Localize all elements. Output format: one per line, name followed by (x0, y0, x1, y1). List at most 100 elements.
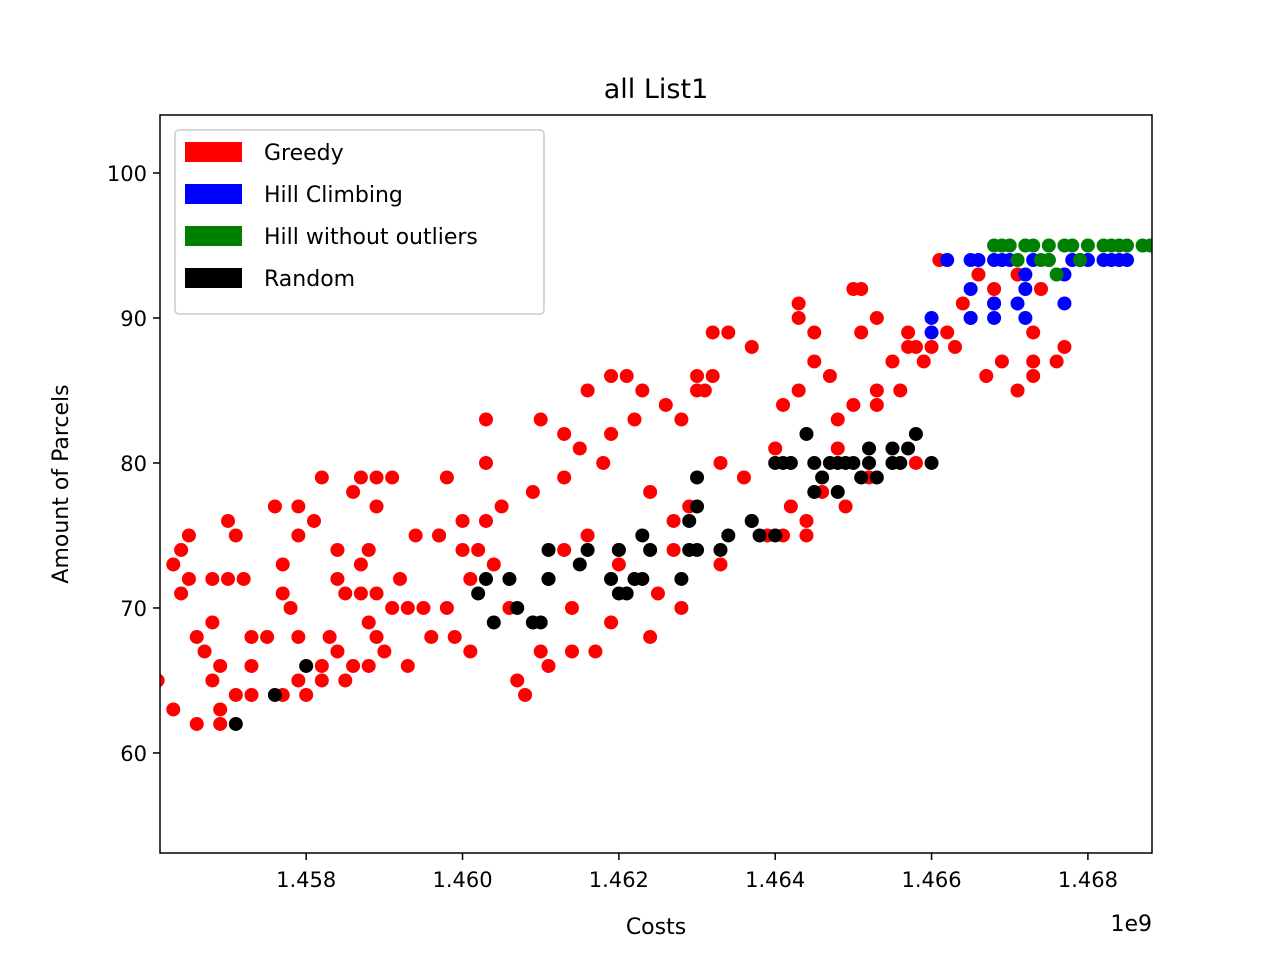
scatter-point (1119, 252, 1134, 267)
scatter-point (908, 455, 923, 470)
scatter-point (213, 716, 228, 731)
scatter-point (1026, 368, 1041, 383)
scatter-point (486, 615, 501, 630)
scatter-point (752, 528, 767, 543)
scatter-point (510, 673, 525, 688)
scatter-point (330, 644, 345, 659)
scatter-point (557, 470, 572, 485)
scatter-point (807, 354, 822, 369)
scatter-point (299, 658, 314, 673)
scatter-point (369, 470, 384, 485)
scatter-point (541, 571, 556, 586)
scatter-point (338, 673, 353, 688)
chart-title: all List1 (604, 74, 709, 105)
scatter-point (463, 644, 478, 659)
scatter-point (690, 368, 705, 383)
scatter-point (901, 441, 916, 456)
scatter-point (205, 673, 220, 688)
scatter-point (291, 673, 306, 688)
scatter-point (830, 412, 845, 427)
scatter-point (893, 383, 908, 398)
scatter-point (908, 339, 923, 354)
scatter-point (987, 281, 1002, 296)
scatter-point (463, 571, 478, 586)
scatter-point (1119, 238, 1134, 253)
scatter-point (369, 586, 384, 601)
scatter-point (299, 687, 314, 702)
scatter-point (979, 368, 994, 383)
scatter-point (478, 412, 493, 427)
scatter-point (838, 499, 853, 514)
legend-label: Greedy (264, 141, 344, 166)
scatter-point (541, 542, 556, 557)
scatter-point (705, 325, 720, 340)
scatter-point (994, 354, 1009, 369)
y-tick-label: 60 (120, 742, 147, 766)
scatter-point (525, 484, 540, 499)
scatter-point (369, 629, 384, 644)
scatter-point (987, 310, 1002, 325)
scatter-point (564, 600, 579, 615)
scatter-point (197, 644, 212, 659)
scatter-point (963, 281, 978, 296)
scatter-point (361, 658, 376, 673)
scatter-point (1049, 267, 1064, 282)
scatter-point (971, 252, 986, 267)
scatter-point (283, 600, 298, 615)
scatter-point (314, 470, 329, 485)
scatter-point (690, 470, 705, 485)
scatter-point (244, 629, 259, 644)
scatter-point (799, 528, 814, 543)
scatter-point (619, 368, 634, 383)
scatter-point (174, 586, 189, 601)
y-axis-label: Amount of Parcels (49, 384, 74, 583)
scatter-point (346, 658, 361, 673)
scatter-point (807, 484, 822, 499)
legend-swatch (185, 268, 242, 288)
scatter-point (705, 368, 720, 383)
x-tick-label: 1.458 (276, 868, 336, 892)
scatter-point (330, 571, 345, 586)
scatter-point (557, 426, 572, 441)
scatter-point (924, 310, 939, 325)
scatter-point (963, 310, 978, 325)
scatter-point (799, 426, 814, 441)
scatter-point (439, 600, 454, 615)
scatter-point (854, 470, 869, 485)
scatter-point (557, 542, 572, 557)
x-tick-label: 1.460 (432, 868, 492, 892)
scatter-point (424, 629, 439, 644)
scatter-point (1018, 267, 1033, 282)
scatter-point (846, 397, 861, 412)
scatter-point (267, 499, 282, 514)
scatter-point (846, 455, 861, 470)
scatter-point (713, 557, 728, 572)
scatter-point (783, 499, 798, 514)
scatter-point (432, 528, 447, 543)
scatter-point (666, 542, 681, 557)
scatter-point (588, 644, 603, 659)
scatter-point (1002, 238, 1017, 253)
scatter-point (604, 571, 619, 586)
axes-frame (159, 114, 1153, 854)
scatter-point (572, 441, 587, 456)
scatter-point (854, 325, 869, 340)
scatter-point (807, 455, 822, 470)
x-tick-label: 1.464 (745, 868, 805, 892)
scatter-point (924, 339, 939, 354)
scatter-point (580, 528, 595, 543)
scatter-point (244, 687, 259, 702)
scatter-point (213, 658, 228, 673)
scatter-point (564, 644, 579, 659)
y-tick-label: 90 (120, 307, 147, 331)
scatter-point (353, 557, 368, 572)
scatter-point (518, 687, 533, 702)
scatter-point (400, 658, 415, 673)
scatter-point (1018, 310, 1033, 325)
scatter-point (181, 528, 196, 543)
scatter-point (244, 658, 259, 673)
scatter-point (330, 542, 345, 557)
scatter-point (924, 325, 939, 340)
scatter-point (940, 252, 955, 267)
scatter-point (901, 325, 916, 340)
